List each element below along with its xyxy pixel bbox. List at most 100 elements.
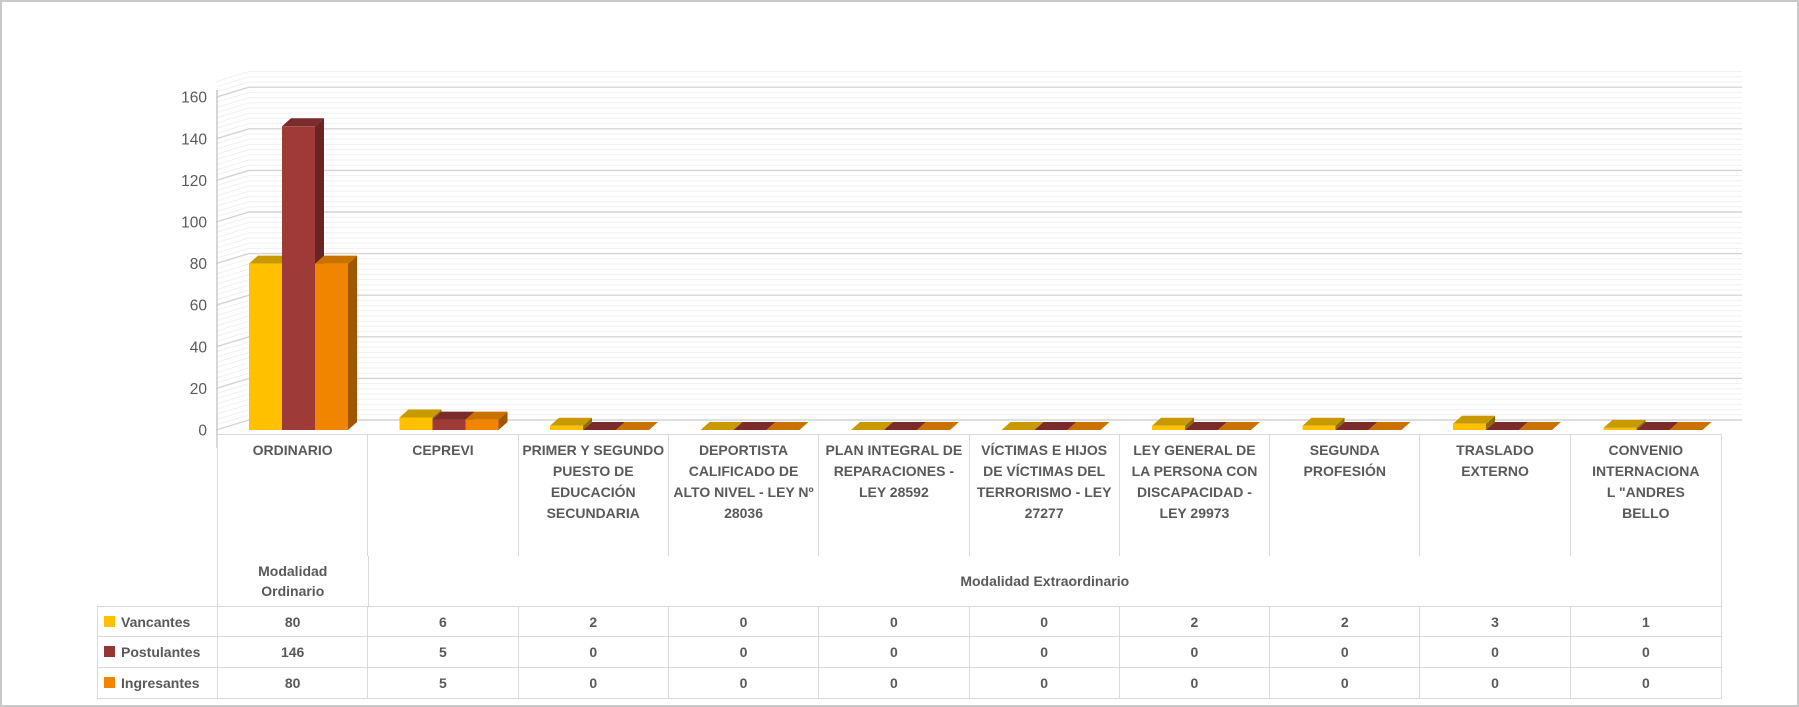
legend-row-label: Postulantes xyxy=(98,637,218,668)
bar-top-face xyxy=(1368,422,1411,430)
bar-front-face xyxy=(399,417,433,430)
bar-side-face xyxy=(583,417,592,430)
axis-group-modalidad-extraordinario: Modalidad Extraordinario xyxy=(960,572,1130,589)
bar-top-face xyxy=(733,422,776,430)
bar-top-face xyxy=(1067,422,1110,430)
legend-swatch-icon xyxy=(104,677,115,689)
table-value-cell: 80 xyxy=(218,667,369,698)
3d-bar-plot: 0 20 40 60 80 100 120 140 160 xyxy=(181,71,1742,448)
y-tick-label: 100 xyxy=(181,215,207,232)
bar-top-face xyxy=(616,422,658,430)
legend-row-label: Vancantes xyxy=(98,607,218,638)
table-value-cell: 0 xyxy=(1641,674,1650,691)
bar-front-face xyxy=(1603,427,1637,430)
bar-top-face xyxy=(1636,422,1679,430)
y-tick-label: 140 xyxy=(181,131,207,148)
category-label: CEPREVI xyxy=(368,435,519,556)
category-label: SEGUNDA PROFESIÓN xyxy=(1270,435,1421,556)
axis-group-modalidad-ordinario: Modalidad Ordinario xyxy=(218,556,369,606)
category-label: DEPORTISTA CALIFICADO DE ALTO NIVEL - LE… xyxy=(669,435,820,556)
bar-front-face xyxy=(315,263,348,430)
bar-top-face xyxy=(399,409,442,418)
bar-top-face xyxy=(1669,422,1712,430)
table-value-cell: 0 xyxy=(969,637,1120,668)
bar-front-face xyxy=(1453,423,1486,430)
category-label: CONVENIO INTERNACIONA L "ANDRES BELLO xyxy=(1592,442,1700,521)
bar-side-face xyxy=(348,255,357,430)
data-table: Vancantes 80 6 2 0 0 0 2 2 3 1 Postulantes 146 5 0 0 0 0 0… xyxy=(97,606,1722,699)
bar-top-face xyxy=(1335,422,1378,430)
table-value-cell: 0 xyxy=(668,607,820,638)
bar-front-face xyxy=(465,419,499,430)
table-value-cell: 5 xyxy=(368,667,519,698)
table-value-cell: 0 xyxy=(819,607,970,638)
bar-top-face xyxy=(917,422,959,430)
bar-top-face xyxy=(884,422,926,430)
table-value-cell: 3 xyxy=(1420,607,1571,638)
table-value-cell: 5 xyxy=(368,637,519,668)
y-tick-label: 60 xyxy=(190,298,208,315)
bar-top-face xyxy=(1302,417,1345,426)
category-label: ORDINARIO xyxy=(218,435,369,556)
category-label: LEY GENERAL DE LA PERSONA CON DISCAPACID… xyxy=(1120,435,1271,556)
bar-top-face xyxy=(1218,422,1260,430)
table-value-cell: 0 xyxy=(819,637,970,668)
table-value-cell: 0 xyxy=(518,637,669,668)
y-tick-label: 20 xyxy=(190,381,208,398)
series-name: Vancantes xyxy=(121,613,191,630)
table-value-cell: 2 xyxy=(1119,607,1271,638)
y-tick-label: 120 xyxy=(181,173,207,190)
series-name: Postulantes xyxy=(121,643,201,660)
legend-row-label: Ingresantes xyxy=(98,667,218,698)
bar-group-2 xyxy=(399,409,508,430)
legend-swatch-icon xyxy=(104,616,115,628)
table-value-cell: 0 xyxy=(970,667,1120,698)
table-value-cell: 0 xyxy=(1420,637,1571,668)
bar-side-face xyxy=(1185,417,1194,430)
bar-front-face xyxy=(282,126,315,431)
bar-side-face xyxy=(1335,417,1345,430)
bar-front-face xyxy=(1152,425,1185,430)
table-value-cell: 6 xyxy=(368,607,519,638)
y-tick-label: 0 xyxy=(198,423,207,440)
bar-top-face xyxy=(700,422,743,430)
bar-group-1 xyxy=(249,118,357,431)
y-tick-label: 40 xyxy=(190,339,208,356)
category-label: PRIMER Y SEGUNDO PUESTO DE EDUCACIÓN SEC… xyxy=(519,435,669,556)
table-value-cell: 0 xyxy=(519,667,669,698)
table-value-cell: 0 xyxy=(668,637,820,668)
category-group-axis: Modalidad Ordinario Modalidad Extraordin… xyxy=(217,556,1722,606)
table-value-cell: 0 xyxy=(1120,667,1271,698)
bar-side-face xyxy=(1486,415,1495,430)
category-label: VÍCTIMAS E HIJOS DE VÍCTIMAS DEL TERRORI… xyxy=(970,435,1120,556)
bar-top-face xyxy=(1185,422,1227,430)
bar-top-face xyxy=(550,417,592,426)
category-axis: ORDINARIO CEPREVI PRIMER Y SEGUNDO PUESTO … xyxy=(217,434,1722,556)
table-value-cell: 0 xyxy=(1270,667,1421,698)
table-value-cell: 0 xyxy=(1270,637,1421,668)
bar-top-face xyxy=(1486,422,1528,430)
series-name: Ingresantes xyxy=(121,674,200,691)
bar-side-face xyxy=(498,411,508,430)
bar-top-face xyxy=(465,411,508,420)
y-tick-label: 160 xyxy=(181,90,207,107)
bar-top-face xyxy=(1453,415,1495,424)
bar-front-face xyxy=(432,419,466,430)
table-value-cell: 2 xyxy=(518,607,669,638)
bar-top-face xyxy=(1603,419,1646,428)
bar-top-face xyxy=(851,422,893,430)
bar-front-face xyxy=(1302,425,1336,430)
category-label: PLAN INTEGRAL DE REPARACIONES - LEY 2859… xyxy=(819,435,970,556)
bar-group-3 xyxy=(550,417,658,430)
bar-top-face xyxy=(315,255,357,264)
table-value-cell: 0 xyxy=(969,607,1120,638)
bar-front-face xyxy=(550,425,583,430)
legend-swatch-icon xyxy=(104,646,115,658)
table-value-cell: 1 xyxy=(1570,607,1721,638)
table-value-cell: 0 xyxy=(1119,637,1271,668)
bar-group-6 xyxy=(1001,422,1110,430)
bar-top-face xyxy=(1519,422,1561,430)
table-value-cell: 0 xyxy=(819,667,970,698)
y-axis-tick-labels: 0 20 40 60 80 100 120 140 160 xyxy=(181,90,207,440)
